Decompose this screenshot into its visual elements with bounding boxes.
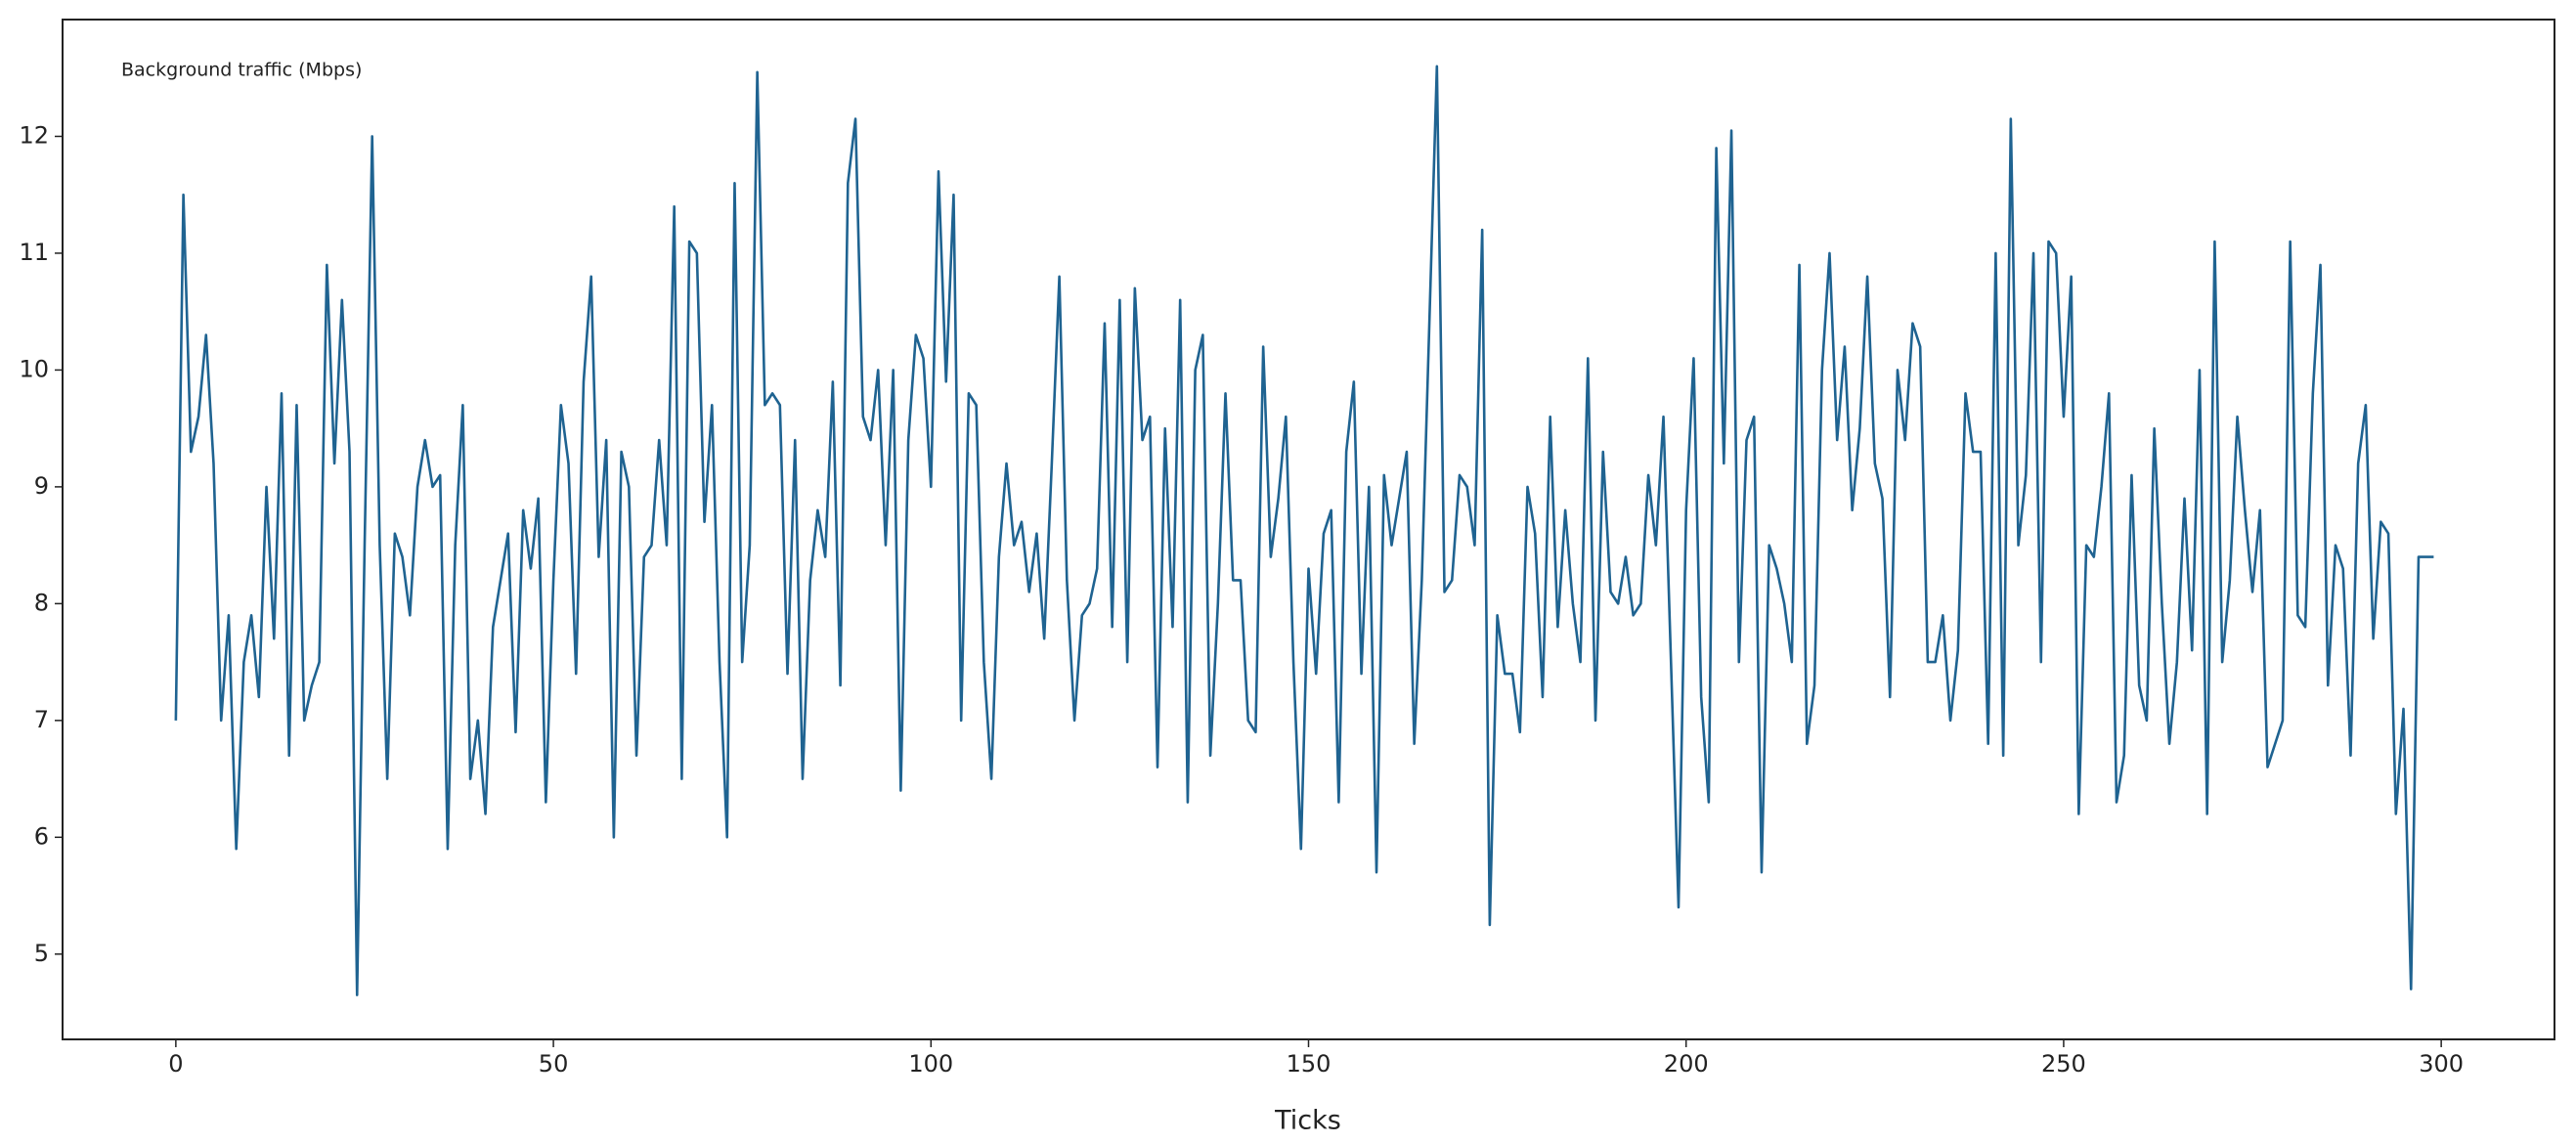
x-tick-label: 0 [168, 1050, 183, 1078]
y-tick-label: 7 [34, 706, 49, 733]
y-tick-label: 10 [19, 355, 49, 382]
x-tick-label: 250 [2041, 1050, 2086, 1078]
x-axis-label: Ticks [1274, 1106, 1341, 1136]
x-tick-label: 150 [1287, 1050, 1332, 1078]
annotation: Background traffic (Mbps) [121, 60, 362, 81]
y-tick-label: 5 [34, 940, 49, 967]
y-tick-label: 8 [34, 589, 49, 616]
traffic-line [174, 65, 2434, 996]
x-tick-label: 50 [539, 1050, 569, 1078]
x-tick-label: 200 [1664, 1050, 1709, 1078]
y-tick-label: 9 [34, 472, 49, 500]
y-tick-label: 12 [19, 121, 49, 149]
y-tick-label: 6 [34, 822, 49, 850]
x-tick-label: 100 [908, 1050, 953, 1078]
plot-frame [62, 19, 2555, 1040]
y-tick-label: 11 [19, 239, 49, 266]
x-tick-label: 300 [2419, 1050, 2464, 1078]
